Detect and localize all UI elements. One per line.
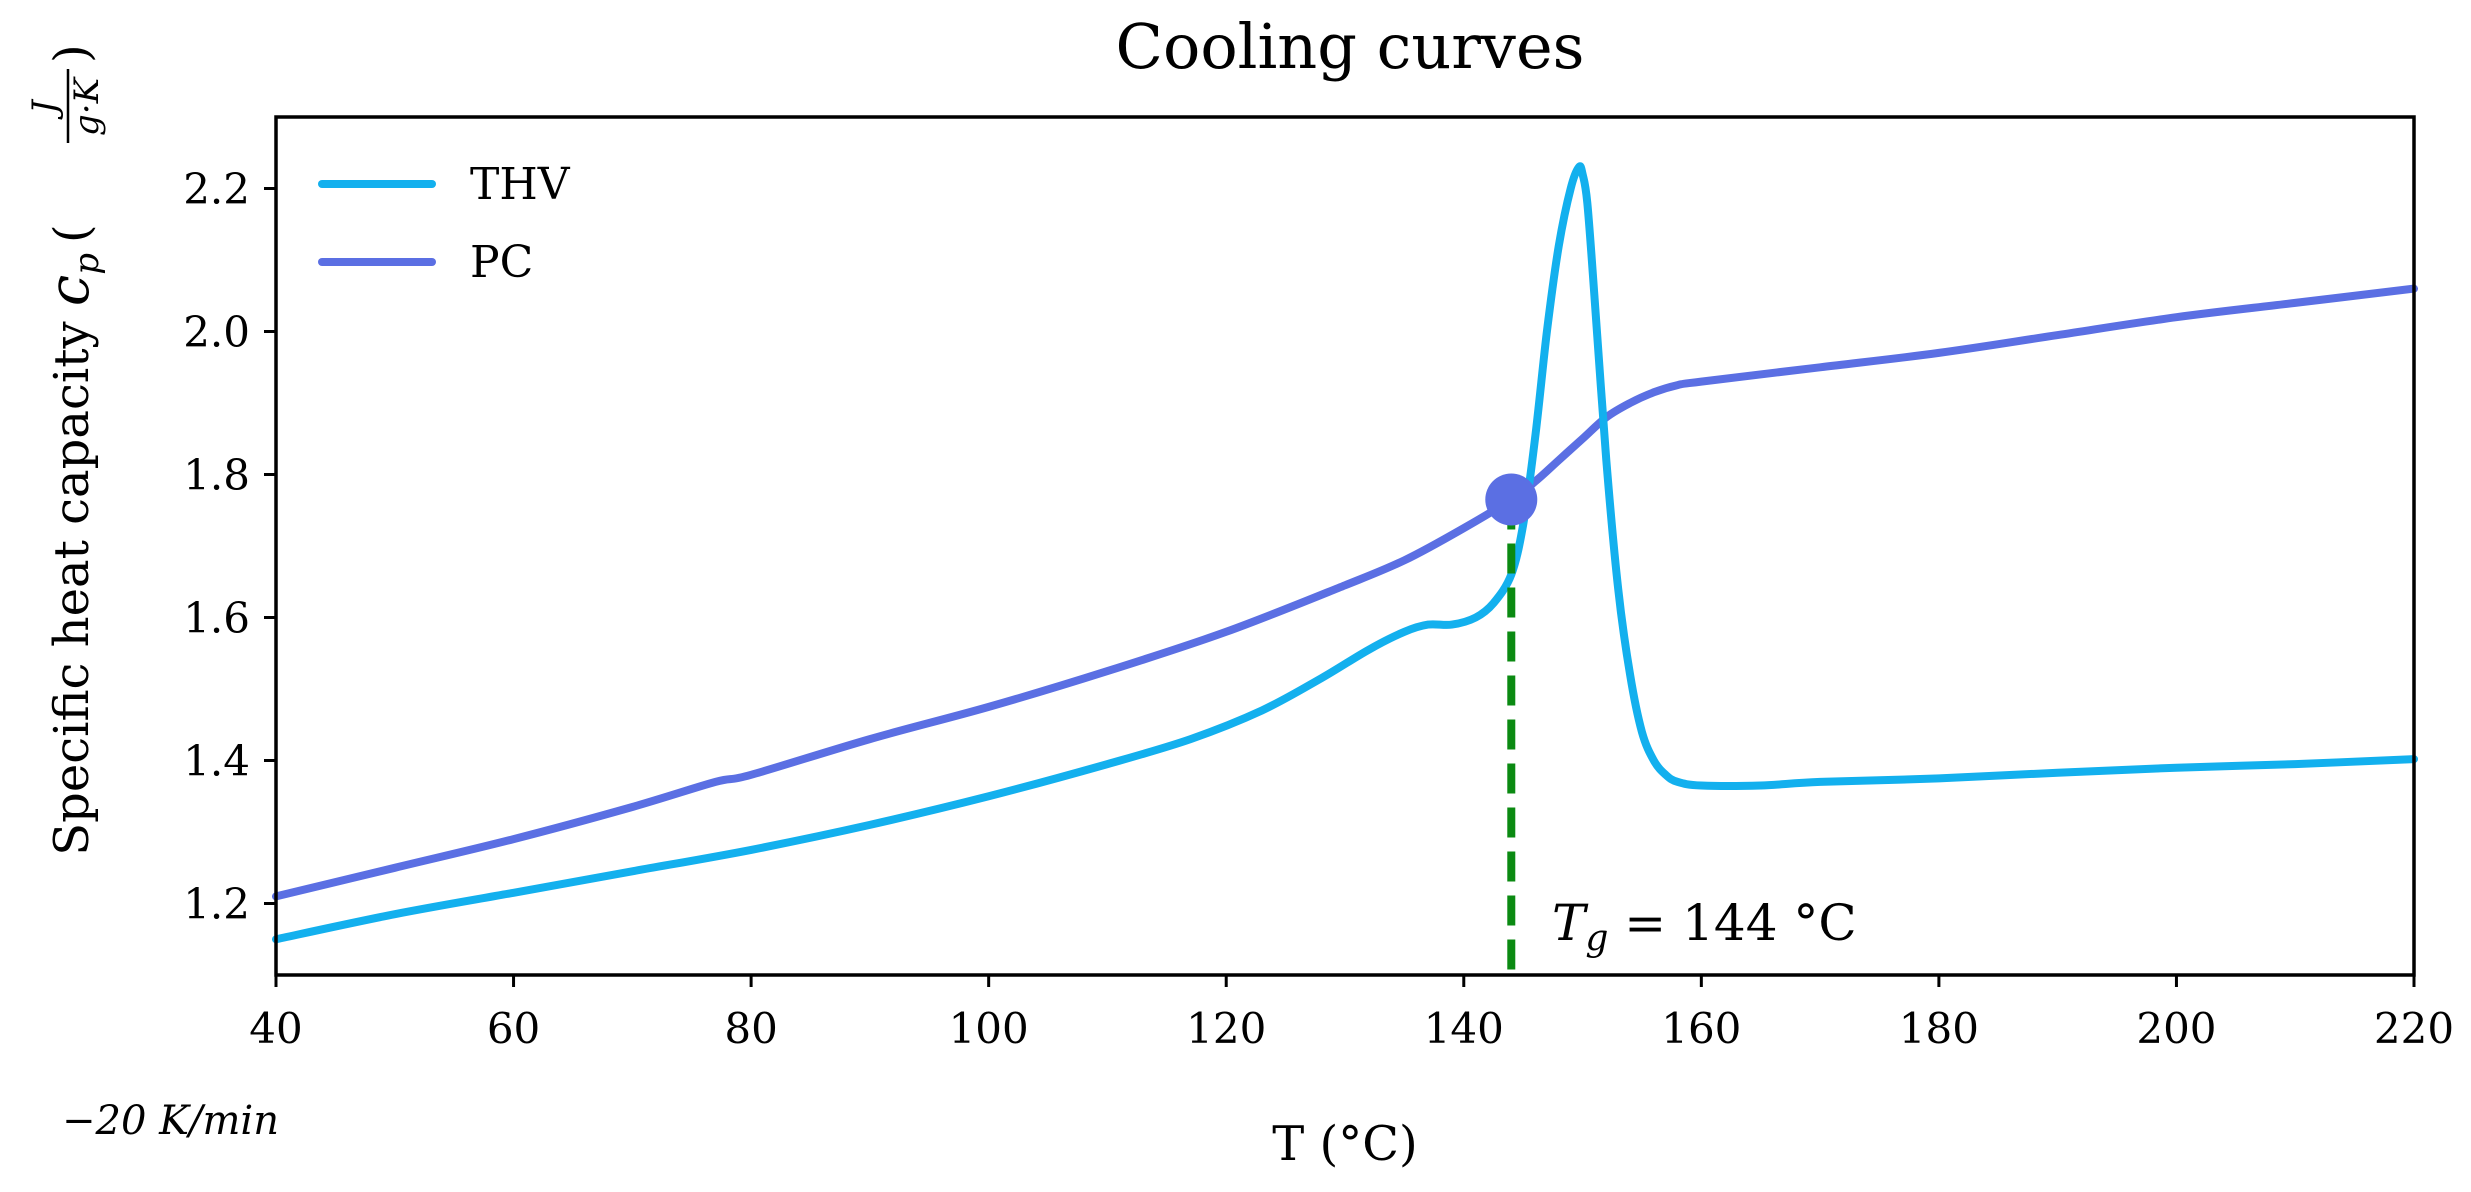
x-tick-label: 220: [2374, 1004, 2454, 1053]
y-axis-label-denominator: g·K: [67, 75, 107, 136]
x-tick-label: 120: [1186, 1004, 1266, 1053]
x-tick-label: 160: [1661, 1004, 1741, 1053]
y-axis-label-numerator: J: [25, 98, 65, 120]
tg-annotation: Tg = 144 °C: [1552, 894, 1857, 959]
tg-symbol: T: [1552, 894, 1589, 952]
y-tick-label: 1.4: [183, 737, 250, 786]
tg-value: = 144 °C: [1608, 894, 1856, 952]
tg-subscript: g: [1585, 918, 1608, 959]
y-axis-label-close-paren: ): [44, 44, 100, 63]
rate-annotation: −20 K/min: [62, 1098, 279, 1144]
y-tick-label: 2.0: [183, 308, 250, 357]
x-tick-label: 60: [487, 1004, 540, 1053]
y-axis-label: Specific heat capacity cp( J g·K ): [25, 44, 107, 855]
y-tick-label: 2.2: [183, 165, 250, 214]
x-tick-label: 40: [249, 1004, 302, 1053]
x-tick-label: 100: [949, 1004, 1029, 1053]
x-tick-label: 180: [1899, 1004, 1979, 1053]
chart-title: Cooling curves: [1116, 10, 1585, 83]
series-line-pc: [272, 284, 2418, 901]
legend: THV PC: [318, 159, 571, 288]
y-tick-label: 1.2: [183, 880, 250, 929]
series-line-thv: [272, 162, 2418, 944]
plot-frame: [274, 115, 2416, 977]
x-tick-label: 140: [1424, 1004, 1504, 1053]
y-axis-label-fraction: J g·K ): [25, 44, 107, 143]
x-tick-label: 200: [2136, 1004, 2216, 1053]
x-axis-label: T (°C): [1272, 1116, 1417, 1172]
tg-marker-point: [1485, 473, 1538, 526]
legend-label-thv: THV: [470, 159, 571, 210]
y-tick-label: 1.8: [183, 451, 250, 500]
y-axis: 1.2 1.4 1.6 1.8 2.0 2.2: [183, 165, 276, 929]
x-axis: 40 60 80 100 120 140 160 180 200 220: [249, 975, 2454, 1053]
series-layer: [272, 162, 2418, 975]
legend-label-pc: PC: [470, 237, 533, 288]
y-tick-label: 1.6: [183, 594, 250, 643]
y-axis-label-text: Specific heat capacity cp(: [37, 224, 107, 856]
x-tick-label: 80: [724, 1004, 777, 1053]
